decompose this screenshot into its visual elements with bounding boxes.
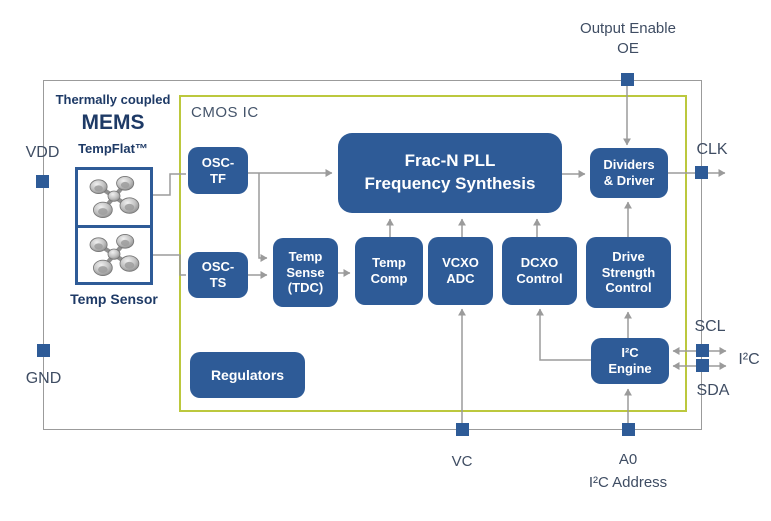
vdd-label: VDD bbox=[25, 144, 60, 161]
block-vcxo-adc-line2: ADC bbox=[446, 271, 475, 286]
wire-mems-to-osc-tf bbox=[153, 173, 186, 196]
wire-i2cengine-to-dcxo bbox=[536, 308, 591, 361]
output-enable-label-line2: OE bbox=[617, 40, 639, 58]
block-dcxo-control-line2: Control bbox=[516, 271, 563, 286]
temp-sensor-resonator-icon bbox=[89, 233, 140, 276]
sda-pin-icon bbox=[696, 359, 709, 372]
mems-resonator-box bbox=[75, 167, 153, 285]
output-enable-label-line1: Output Enable bbox=[580, 20, 676, 37]
block-osc-tf: OSC- TF bbox=[188, 147, 248, 194]
block-regulators: Regulators bbox=[190, 352, 305, 398]
block-dividers-driver: Dividers & Driver bbox=[590, 148, 668, 198]
block-dividers-driver-line1: Dividers bbox=[603, 157, 655, 173]
block-drive-strength-control: Drive Strength Control bbox=[586, 237, 671, 308]
block-vcxo-adc-line1: VCXO bbox=[442, 255, 479, 271]
mems-resonator-icon bbox=[89, 176, 140, 219]
sda-label: SDA bbox=[696, 382, 730, 399]
clk-pin-icon bbox=[695, 166, 708, 179]
block-i2c-engine-line2: Engine bbox=[608, 361, 652, 376]
oe-pin-icon bbox=[621, 73, 634, 86]
block-i2c-engine: I²C Engine bbox=[591, 338, 669, 384]
gnd-label: GND bbox=[25, 370, 62, 387]
mems-title: MEMS bbox=[81, 111, 145, 134]
block-i2c-engine-line1: I²C bbox=[621, 345, 639, 361]
mems-caption: Temp Sensor bbox=[70, 291, 158, 307]
block-osc-tf-line2: TF bbox=[210, 170, 226, 186]
mems-subtitle: TempFlat™ bbox=[78, 141, 148, 156]
vc-pin-icon bbox=[456, 423, 469, 436]
vdd-pin-icon bbox=[36, 175, 49, 188]
clk-label: CLK bbox=[696, 141, 728, 158]
mems-resonator-cell-top bbox=[78, 170, 150, 225]
i2c-address-label: I²C Address bbox=[588, 474, 668, 491]
block-osc-tf-line1: OSC- bbox=[201, 154, 235, 170]
block-temp-sense-line2: Sense bbox=[286, 264, 325, 280]
mems-resonator-cell-bottom bbox=[78, 224, 150, 283]
i2c-bus-label: I²C bbox=[738, 351, 760, 368]
scl-pin-icon bbox=[696, 344, 709, 357]
block-dividers-driver-line2: & Driver bbox=[603, 173, 655, 188]
block-vcxo-adc: VCXO ADC bbox=[428, 237, 493, 305]
gnd-pin-icon bbox=[37, 344, 50, 357]
block-osc-ts-line1: OSC- bbox=[201, 259, 235, 275]
a0-pin-icon bbox=[622, 423, 635, 436]
block-dcxo-control-line1: DCXO bbox=[520, 255, 559, 271]
block-temp-comp-line2: Comp bbox=[370, 271, 408, 286]
block-temp-sense: Temp Sense (TDC) bbox=[273, 238, 338, 307]
a0-label: A0 bbox=[618, 451, 638, 468]
cmos-ic-boundary-box bbox=[179, 95, 687, 412]
block-temp-sense-line3: (TDC) bbox=[287, 280, 324, 296]
block-drive-strength-line3: Control bbox=[605, 280, 652, 296]
block-temp-comp: Temp Comp bbox=[355, 237, 423, 305]
wire-mems-to-osc-ts bbox=[153, 254, 186, 276]
block-regulators-line1: Regulators bbox=[210, 366, 285, 383]
cmos-ic-label: CMOS IC bbox=[191, 104, 259, 121]
block-drive-strength-line2: Strength bbox=[601, 264, 656, 280]
block-osc-ts-line2: TS bbox=[209, 275, 227, 290]
block-drive-strength-line1: Drive bbox=[612, 249, 645, 265]
block-frac-n-pll-line2: Frequency Synthesis bbox=[364, 174, 536, 193]
wire-osc-tf-to-tempsense bbox=[258, 173, 268, 262]
block-frac-n-pll-line1: Frac-N PLL bbox=[404, 151, 496, 171]
block-frac-n-pll: Frac-N PLL Frequency Synthesis bbox=[338, 133, 562, 213]
scl-label: SCL bbox=[694, 318, 726, 335]
block-osc-ts: OSC- TS bbox=[188, 252, 248, 298]
block-temp-sense-line1: Temp bbox=[288, 249, 323, 265]
block-temp-comp-line1: Temp bbox=[372, 255, 406, 271]
mems-heading: Thermally coupled bbox=[55, 92, 171, 107]
output-enable-label: Output Enable OE bbox=[553, 19, 703, 60]
package-boundary-box bbox=[43, 80, 702, 430]
vc-label: VC bbox=[451, 453, 473, 470]
block-dcxo-control: DCXO Control bbox=[502, 237, 577, 305]
